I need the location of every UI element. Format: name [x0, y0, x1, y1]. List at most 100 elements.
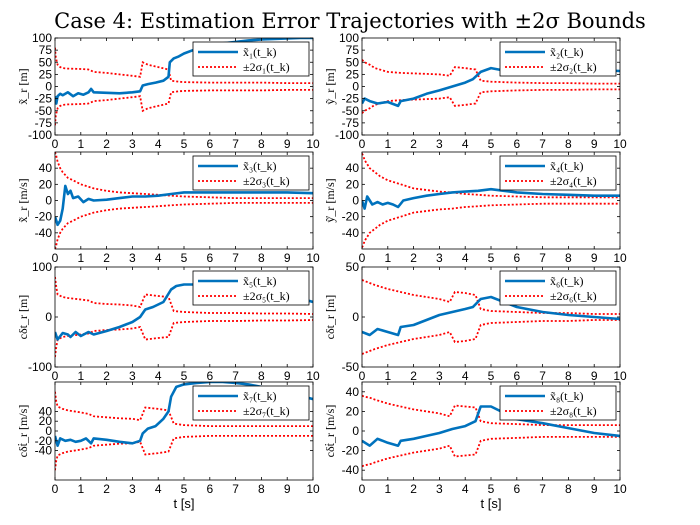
x-tick-label: 1: [77, 137, 84, 151]
x-tick-label: 7: [232, 369, 239, 383]
legend-bound-label: ±2σ₁(t_k): [243, 60, 290, 74]
legend-bound-label: ±2σ₅(t_k): [243, 289, 290, 303]
y-tick-label: -20: [35, 210, 53, 224]
legend-bound-label: ±2σ₃(t_k): [243, 174, 290, 188]
series-group: [362, 394, 620, 468]
y-tick-label: 0: [45, 194, 52, 208]
y-tick-label: -20: [342, 210, 360, 224]
legend-estimate-label: x̃₈(t_k): [550, 389, 584, 403]
legend: x̃₃(t_k)±2σ₃(t_k): [192, 155, 310, 191]
y-tick-label: -75: [35, 116, 53, 130]
legend-box: [192, 270, 310, 306]
x-tick-label: 5: [488, 482, 495, 496]
legend: x̃₇(t_k)±2σ₇(t_k): [192, 385, 310, 421]
legend: x̃₂(t_k)±2σ₂(t_k): [499, 41, 617, 77]
y-tick-label: -75: [342, 116, 360, 130]
legend-bound-label: ±2σ₇(t_k): [243, 404, 290, 418]
legend-estimate-label: x̃₅(t_k): [243, 274, 277, 288]
x-tick-label: 7: [232, 251, 239, 265]
x-tick-label: 0: [359, 137, 366, 151]
x-tick-label: 7: [539, 251, 546, 265]
y-tick-label: -40: [35, 444, 53, 458]
y-tick-label: 50: [346, 260, 360, 274]
y-axis-label: ỹ_r [m]: [323, 68, 337, 104]
y-axis-label: ỹ̇_r [m/s]: [323, 178, 337, 222]
x-tick-label: 3: [129, 482, 136, 496]
x-tick-label: 9: [591, 137, 598, 151]
x-tick-label: 1: [384, 482, 391, 496]
x-tick-label: 7: [232, 482, 239, 496]
legend-estimate-label: x̃₆(t_k): [550, 274, 584, 288]
x-tick-label: 3: [436, 369, 443, 383]
x-tick-label: 3: [129, 369, 136, 383]
legend-box: [499, 270, 617, 306]
y-tick-label: -100: [28, 128, 52, 142]
x-tick-label: 2: [410, 251, 417, 265]
bound-upper-line: [362, 279, 620, 315]
y-tick-label: 40: [39, 404, 53, 418]
legend-estimate-label: x̃₂(t_k): [550, 45, 584, 59]
x-tick-label: 9: [284, 251, 291, 265]
x-tick-label: 1: [384, 369, 391, 383]
x-tick-label: 7: [539, 482, 546, 496]
x-tick-label: 9: [591, 482, 598, 496]
bound-upper-line: [55, 47, 313, 84]
x-tick-label: 6: [206, 251, 213, 265]
x-tick-label: 1: [77, 482, 84, 496]
y-tick-label: -50: [35, 104, 53, 118]
bound-lower-line: [362, 202, 620, 248]
y-tick-label: 40: [39, 161, 53, 175]
y-tick-label: 20: [39, 177, 53, 191]
bound-lower-line: [55, 319, 313, 358]
y-tick-label: -25: [342, 92, 360, 106]
legend-box: [499, 41, 617, 77]
y-tick-label: 50: [346, 55, 360, 69]
bound-lower-line: [362, 436, 620, 468]
y-tick-label: 50: [39, 55, 53, 69]
y-tick-label: 75: [39, 43, 53, 57]
x-tick-label: 0: [52, 369, 59, 383]
y-tick-label: -20: [342, 444, 360, 458]
legend: x̃₅(t_k)±2σ₅(t_k): [192, 270, 310, 306]
x-tick-label: 1: [384, 137, 391, 151]
y-tick-label: 100: [32, 31, 52, 45]
x-tick-label: 10: [613, 369, 627, 383]
x-tick-label: 0: [52, 251, 59, 265]
legend-box: [192, 385, 310, 421]
y-axis-label: x̃̇_r [m/s]: [16, 178, 30, 222]
x-tick-label: 6: [513, 137, 520, 151]
x-tick-label: 9: [591, 251, 598, 265]
legend: x̃₄(t_k)±2σ₄(t_k): [499, 155, 617, 191]
x-tick-label: 2: [103, 369, 110, 383]
x-tick-label: 3: [129, 137, 136, 151]
y-tick-label: -40: [35, 226, 53, 240]
estimate-line: [362, 295, 620, 337]
x-tick-label: 8: [565, 482, 572, 496]
x-tick-label: 3: [436, 482, 443, 496]
x-tick-label: 3: [436, 251, 443, 265]
bound-lower-line: [55, 89, 313, 126]
x-tick-label: 2: [410, 369, 417, 383]
y-axis-label: cδṫ_r [m/s]: [323, 405, 337, 458]
x-tick-label: 6: [513, 369, 520, 383]
x-tick-label: 2: [103, 137, 110, 151]
bound-upper-line: [362, 59, 620, 85]
y-tick-label: -40: [342, 226, 360, 240]
x-tick-label: 6: [206, 482, 213, 496]
x-tick-label: 8: [565, 137, 572, 151]
series-group: [55, 382, 313, 471]
x-tick-label: 5: [181, 369, 188, 383]
x-tick-label: 5: [181, 251, 188, 265]
y-tick-label: 40: [346, 161, 360, 175]
x-tick-label: 0: [359, 251, 366, 265]
y-tick-label: 0: [352, 424, 359, 438]
legend: x̃₆(t_k)±2σ₆(t_k): [499, 270, 617, 306]
legend-box: [499, 385, 617, 421]
x-tick-label: 3: [129, 251, 136, 265]
legend-estimate-label: x̃₇(t_k): [243, 389, 277, 403]
legend-box: [192, 41, 310, 77]
figure-title: Case 4: Estimation Error Trajectories wi…: [54, 9, 646, 33]
